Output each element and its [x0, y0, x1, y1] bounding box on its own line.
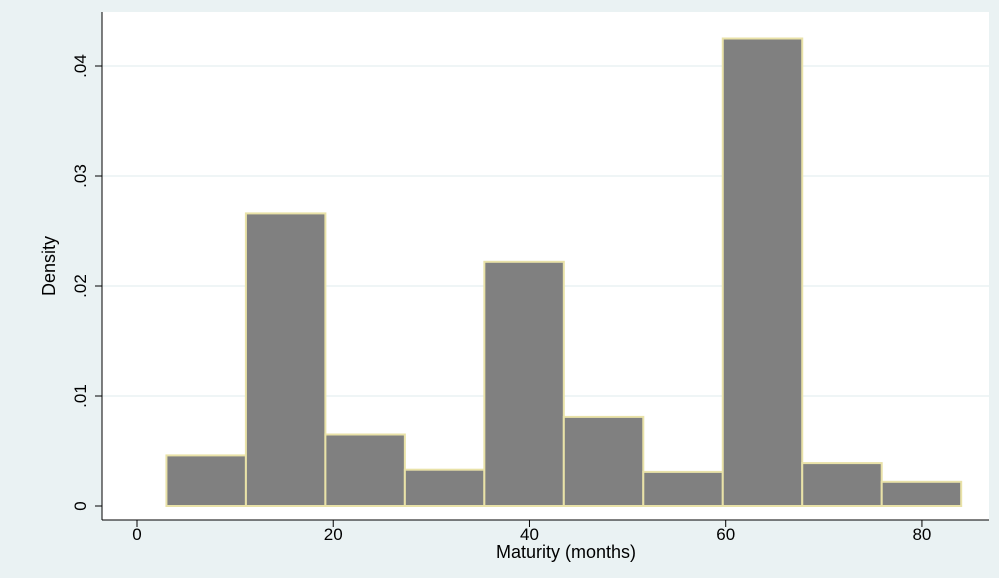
histogram-bar	[880, 480, 963, 507]
x-tick-label: 80	[912, 525, 931, 544]
x-tick-label: 40	[520, 525, 539, 544]
histogram-bar	[324, 433, 406, 507]
histogram-bar	[403, 468, 486, 508]
histogram-bar	[244, 212, 327, 507]
histogram-bar	[165, 454, 247, 507]
histogram-bar	[801, 462, 883, 508]
y-tick-label: .01	[71, 384, 90, 408]
x-tick-label: 20	[324, 525, 343, 544]
histogram-bar	[562, 415, 645, 507]
histogram-bar	[642, 470, 724, 507]
x-axis-title: Maturity (months)	[496, 542, 636, 562]
x-tick-label: 60	[716, 525, 735, 544]
histogram-bar	[483, 260, 565, 507]
y-axis-ticks: 0 .01 .02 .03 .04	[71, 54, 102, 511]
x-tick-label: 0	[132, 525, 141, 544]
y-tick-label: 0	[71, 501, 90, 510]
y-axis-title: Density	[39, 236, 59, 296]
y-tick-label: .02	[71, 274, 90, 298]
y-tick-label: .04	[71, 54, 90, 78]
histogram-bars	[165, 37, 963, 508]
histogram-bar	[721, 37, 804, 507]
x-axis-ticks: 0 20 40 60 80	[132, 520, 931, 544]
y-tick-label: .03	[71, 164, 90, 188]
